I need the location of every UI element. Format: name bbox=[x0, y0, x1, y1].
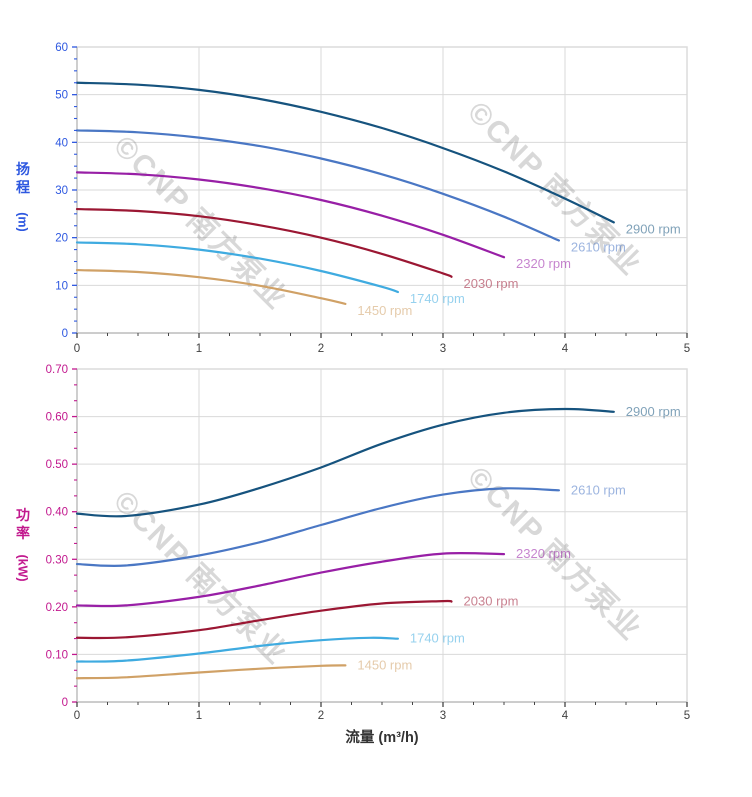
x-tick-label: 0 bbox=[74, 343, 80, 355]
curve-label-2030-rpm: 2030 rpm bbox=[464, 594, 519, 609]
y-tick-label: 0.20 bbox=[46, 602, 68, 614]
power-y-ticks: 0 0.10 0.20 0.30 0.40 0.50 0.60 0.70 bbox=[46, 364, 77, 709]
flow-axis-title: 流量 (m³/h) bbox=[345, 730, 419, 746]
head-axis-unit-wrap: (m) bbox=[9, 202, 37, 242]
x-tick-label: 1 bbox=[196, 710, 202, 722]
curve-label-1450-rpm: 1450 rpm bbox=[357, 303, 412, 318]
power-axis-title-char2: 率 bbox=[16, 525, 30, 541]
x-tick-label: 2 bbox=[318, 710, 324, 722]
x-tick-label: 5 bbox=[684, 343, 690, 355]
y-tick-label: 50 bbox=[55, 90, 68, 102]
curve-label-2900-rpm: 2900 rpm bbox=[626, 404, 681, 419]
x-tick-label: 3 bbox=[440, 343, 446, 355]
y-tick-label: 40 bbox=[55, 137, 68, 149]
x-tick-label: 5 bbox=[684, 710, 690, 722]
curve-label-1450-rpm: 1450 rpm bbox=[357, 657, 412, 672]
curve-1450-rpm bbox=[75, 664, 347, 680]
curve-1740-rpm bbox=[75, 636, 399, 663]
curve-2610-rpm bbox=[75, 129, 560, 242]
y-tick-label: 60 bbox=[55, 42, 68, 54]
head-axis-unit: (m) bbox=[15, 212, 30, 232]
y-tick-label: 20 bbox=[55, 233, 68, 245]
curve-2320-rpm bbox=[75, 171, 506, 259]
y-tick-label: 0 bbox=[62, 328, 68, 340]
power-axis-unit: (kW) bbox=[15, 554, 30, 582]
power-gridlines bbox=[77, 369, 687, 702]
head-x-ticks: 0 1 2 3 4 5 bbox=[74, 333, 690, 355]
curve-2030-rpm bbox=[75, 599, 453, 640]
x-tick-label: 4 bbox=[562, 343, 569, 355]
curve-label-2900-rpm: 2900 rpm bbox=[626, 221, 681, 236]
y-tick-label: 0.30 bbox=[46, 554, 68, 566]
head-axis-title: 扬 程 (m) bbox=[9, 160, 37, 242]
curve-2320-rpm bbox=[75, 552, 506, 608]
curve-label-2320-rpm: 2320 rpm bbox=[516, 546, 571, 561]
x-tick-label: 1 bbox=[196, 343, 202, 355]
curve-2900-rpm bbox=[75, 407, 615, 518]
y-tick-label: 10 bbox=[55, 280, 68, 292]
curve-2030-rpm bbox=[75, 207, 453, 278]
cnp-watermark-1: ©CNP 南方泵业 bbox=[107, 129, 295, 317]
x-tick-label: 3 bbox=[440, 710, 446, 722]
power-axis-unit-wrap: (kW) bbox=[9, 548, 37, 588]
power-axis-title-char1: 功 bbox=[16, 507, 30, 523]
curve-label-1740-rpm: 1740 rpm bbox=[410, 631, 465, 646]
head-y-ticks: 0 10 20 30 40 50 60 bbox=[55, 42, 77, 340]
head-axis-title-char2: 程 bbox=[16, 179, 30, 195]
curve-label-2320-rpm: 2320 rpm bbox=[516, 256, 571, 271]
curve-label-2610-rpm: 2610 rpm bbox=[571, 240, 626, 255]
x-tick-label: 0 bbox=[74, 710, 80, 722]
curve-2610-rpm bbox=[75, 487, 560, 567]
y-tick-label: 0 bbox=[62, 697, 68, 709]
y-tick-label: 0.60 bbox=[46, 412, 68, 424]
x-tick-label: 2 bbox=[318, 343, 324, 355]
y-tick-label: 0.40 bbox=[46, 507, 68, 519]
power-x-ticks: 0 1 2 3 4 5 bbox=[74, 702, 690, 722]
curve-2900-rpm bbox=[75, 81, 615, 224]
head-axis-title-char1: 扬 bbox=[16, 161, 30, 177]
curve-1740-rpm bbox=[75, 241, 399, 294]
curve-label-1740-rpm: 1740 rpm bbox=[410, 291, 465, 306]
curve-1450-rpm bbox=[75, 268, 347, 305]
head-gridlines bbox=[77, 47, 687, 333]
x-tick-label: 4 bbox=[562, 710, 569, 722]
power-axis-title: 功 率 (kW) bbox=[9, 506, 37, 588]
y-tick-label: 0.70 bbox=[46, 364, 68, 376]
y-tick-label: 30 bbox=[55, 185, 68, 197]
curve-label-2610-rpm: 2610 rpm bbox=[571, 482, 626, 497]
y-tick-label: 0.10 bbox=[46, 649, 68, 661]
curve-label-2030-rpm: 2030 rpm bbox=[464, 276, 519, 291]
y-tick-label: 0.50 bbox=[46, 459, 68, 471]
